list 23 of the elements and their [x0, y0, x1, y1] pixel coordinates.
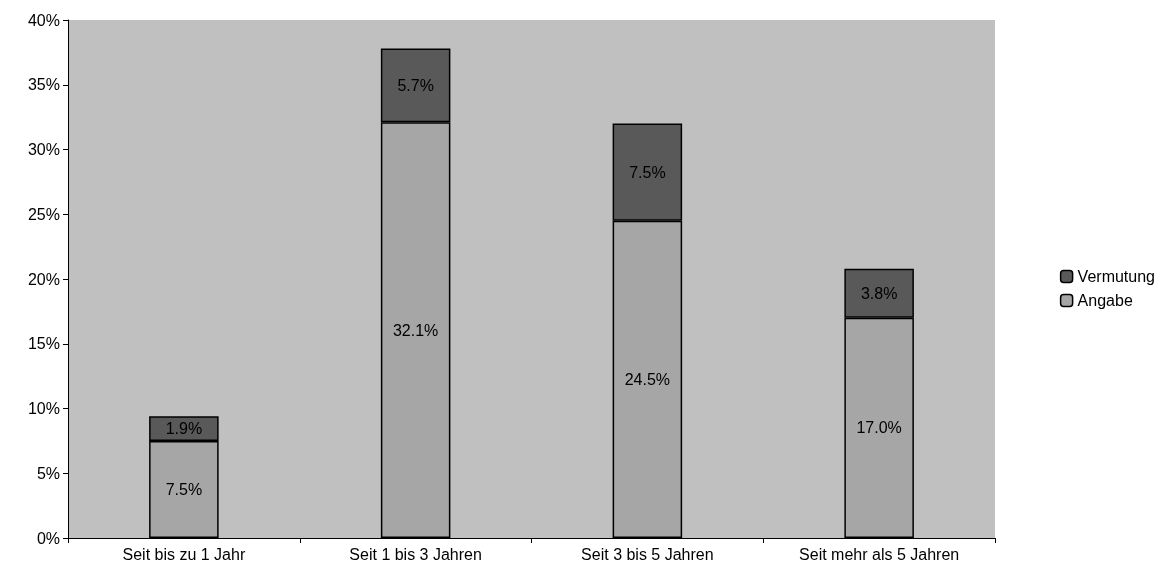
y-tick-label: 0%	[36, 529, 60, 547]
data-label: 17.0%	[856, 419, 902, 437]
data-label: 7.5%	[165, 480, 203, 498]
data-label: 7.5%	[629, 163, 666, 181]
y-tick-label: 10%	[27, 400, 60, 417]
x-tick-label: Seit 3 bis 5 Jahren	[581, 545, 714, 563]
y-tick-label: 30%	[27, 141, 60, 158]
y-tick-label: 20%	[27, 270, 60, 288]
y-tick-label: 5%	[36, 464, 60, 482]
data-label: 3.8%	[860, 284, 898, 302]
data-label: 5.7%	[397, 76, 434, 94]
x-tick-label: Seit mehr als 5 Jahren	[799, 545, 960, 563]
y-tick-label: 40%	[27, 11, 60, 29]
y-tick-label: 25%	[27, 205, 60, 223]
legend-label: Vermutung	[1077, 268, 1156, 285]
data-label: 1.9%	[165, 420, 203, 438]
x-tick-label: Seit 1 bis 3 Jahren	[349, 545, 482, 563]
y-tick-label: 35%	[27, 76, 60, 94]
legend-label: Angabe	[1077, 292, 1133, 309]
data-label: 24.5%	[624, 370, 671, 388]
x-tick-label: Seit bis zu 1 Jahr	[122, 545, 246, 563]
data-label: 32.1%	[392, 321, 439, 339]
y-tick-label: 15%	[27, 335, 60, 353]
